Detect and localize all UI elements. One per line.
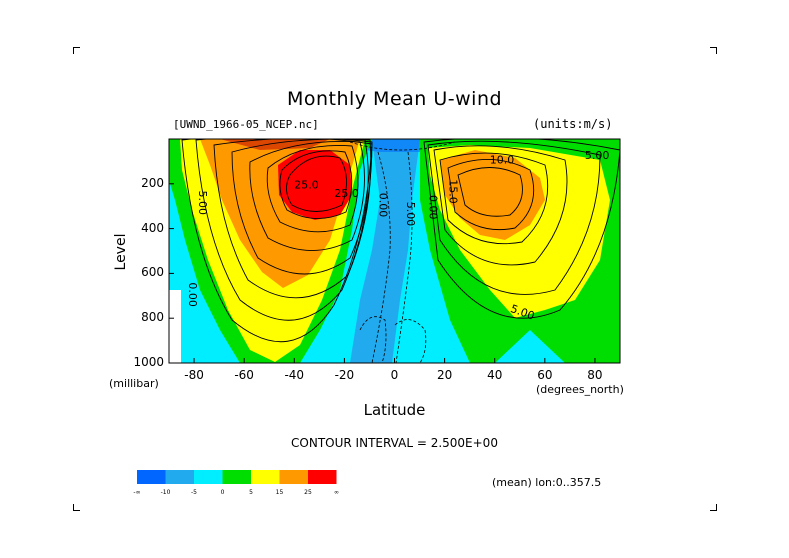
field-lower-blue — [355, 322, 382, 363]
contour-line — [439, 152, 549, 245]
y-tick-label: 1000 — [133, 355, 164, 369]
dataset-label: [UWND_1966-05_NCEP.nc] — [173, 118, 319, 131]
x-axis-unit: (degrees_north) — [536, 383, 624, 396]
y-axis-unit: (millibar) — [109, 377, 159, 390]
contour-line-negative — [394, 319, 427, 363]
contour-interval-label: CONTOUR INTERVAL = 2.500E+00 — [291, 436, 498, 450]
x-tick-label: -40 — [284, 368, 305, 382]
colorbar-swatch — [251, 470, 280, 484]
x-tick-label: 40 — [487, 368, 503, 382]
y-tick-label: 200 — [141, 175, 164, 190]
contour-line-negative — [395, 151, 413, 363]
field-missing-corner — [169, 290, 181, 363]
corner-mark-top-right — [710, 47, 717, 54]
colorbar-swatch — [308, 470, 337, 484]
y-tick-label: 800 — [141, 310, 164, 325]
field-tropical-easterlies — [350, 139, 420, 363]
contour-value-label: 10.0 — [490, 154, 515, 167]
contour-value-label: 0.00 — [186, 282, 199, 307]
contour-line — [423, 139, 620, 319]
colorbar-label: -5 — [191, 489, 197, 496]
contour-line — [427, 140, 601, 295]
colorbar-swatch — [194, 470, 223, 484]
colorbar-label: -10 — [160, 489, 171, 496]
x-tick-label: -80 — [184, 368, 204, 382]
contour-value-label: 15.0 — [447, 179, 460, 204]
x-tick-label: 60 — [537, 368, 553, 382]
contour-line — [181, 139, 373, 343]
contour-line — [249, 141, 365, 251]
x-tick-label: -20 — [334, 368, 355, 382]
mean-annotation: (mean) lon:0..357.5 — [492, 476, 602, 489]
x-tick-label: 80 — [587, 368, 603, 382]
colorbar-swatch — [222, 470, 251, 484]
contour-value-label: 5.00 — [585, 149, 610, 162]
contour-line — [195, 139, 373, 321]
contour-value-label: 5.00 — [196, 191, 209, 216]
contour-line-negative — [359, 316, 387, 363]
contour-line-negative — [349, 141, 456, 151]
colorbar-label: 15 — [275, 489, 284, 496]
colorbar-label: 25 — [304, 489, 312, 496]
colorbar-swatch — [279, 470, 308, 484]
corner-mark-bottom-right — [710, 504, 717, 511]
colorbar-label: 5 — [249, 489, 253, 496]
corner-mark-top-left — [73, 47, 80, 54]
x-axis-label: Latitude — [363, 401, 426, 419]
contour-line — [447, 159, 535, 231]
units-label: (units:m/s) — [533, 117, 613, 131]
field-nh-orange — [440, 150, 545, 240]
x-tick-label: 0 — [390, 368, 399, 382]
x-tick-label: -60 — [234, 368, 254, 382]
contour-line — [279, 150, 353, 219]
contour-line-negative — [371, 151, 391, 363]
contour-value-label: 0.00 — [376, 193, 389, 218]
y-tick-label: 400 — [141, 220, 164, 235]
contour-line — [231, 139, 369, 275]
colorbar-label: -∞ — [133, 489, 141, 496]
contour-value-label: 25.0 — [334, 187, 359, 200]
contour-line — [266, 145, 359, 233]
contour-value-label: 0.00 — [427, 195, 440, 220]
colorbar-label: 0 — [220, 489, 225, 496]
x-tick-label: 20 — [436, 368, 453, 382]
contour-value-label: 25.0 — [294, 178, 319, 191]
y-tick-label: 600 — [141, 265, 164, 280]
contour-value-label: 5.00 — [404, 202, 417, 227]
contour-line — [433, 145, 568, 266]
colorbar-swatch — [165, 470, 194, 484]
contour-line — [286, 155, 347, 212]
colorbar-swatch — [137, 470, 166, 484]
chart-title: Monthly Mean U-wind — [286, 88, 503, 110]
colorbar-label: ∞ — [334, 489, 339, 496]
field-sh-top-dark — [220, 139, 330, 150]
corner-mark-bottom-left — [73, 504, 80, 511]
contour-line — [457, 167, 523, 217]
